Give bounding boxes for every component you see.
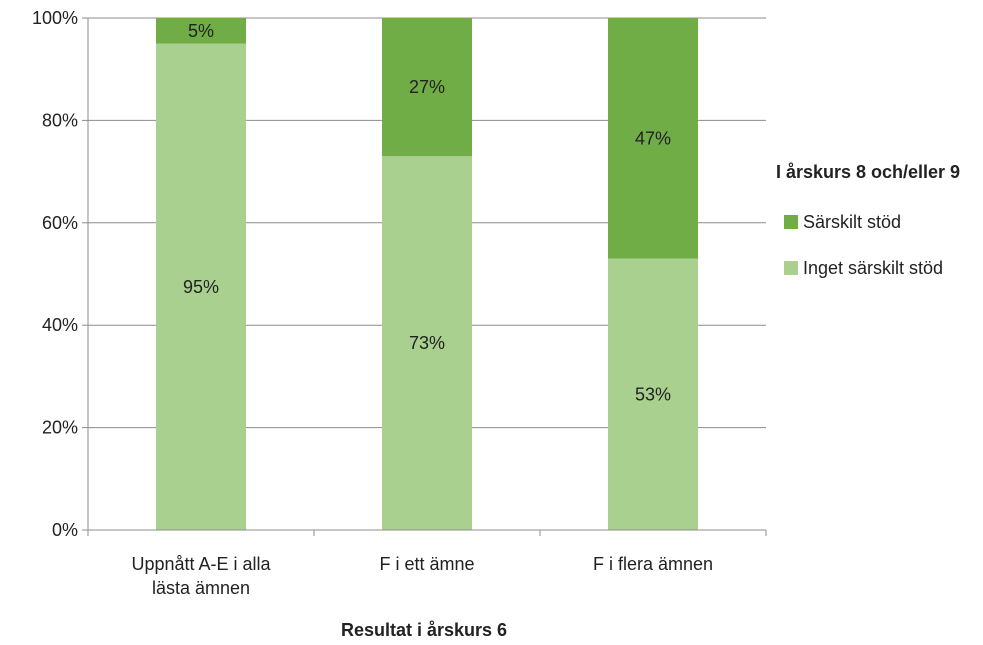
x-tick-label: F i ett ämne [379, 554, 474, 574]
legend: I årskurs 8 och/eller 9 Särskilt stöd Ing… [776, 162, 960, 278]
y-tick-label: 40% [42, 315, 78, 335]
data-label: 47% [635, 128, 671, 148]
data-label: 27% [409, 77, 445, 97]
legend-label: Särskilt stöd [803, 212, 901, 232]
bar-labels: 95% 5% 73% 27% 53% 47% [183, 21, 671, 405]
data-label: 73% [409, 333, 445, 353]
legend-title: I årskurs 8 och/eller 9 [776, 162, 960, 182]
bar-segment [382, 156, 472, 531]
axes: 0% 20% 40% 60% 80% 100% Uppnått A-E i alla läst… [32, 8, 767, 598]
bar-segment [156, 43, 246, 530]
y-tick-label: 100% [32, 8, 78, 28]
y-tick-label: 60% [42, 213, 78, 233]
y-tick-label: 80% [42, 110, 78, 130]
y-tick-label: 20% [42, 418, 78, 438]
bar-segment [608, 258, 698, 530]
x-tick-label: Uppnått A-E i alla [131, 554, 271, 574]
bar-segment [156, 18, 246, 44]
y-tick-label: 0% [52, 520, 78, 540]
x-axis-title: Resultat i årskurs 6 [341, 620, 507, 640]
legend-swatch [784, 261, 798, 275]
data-label: 53% [635, 384, 671, 404]
legend-swatch [784, 215, 798, 229]
x-tick-label: F i flera ämnen [593, 554, 713, 574]
data-label: 95% [183, 277, 219, 297]
x-tick-label: lästa ämnen [152, 578, 250, 598]
legend-label: Inget särskilt stöd [803, 258, 943, 278]
data-label: 5% [188, 21, 214, 41]
bars [156, 18, 698, 531]
bar-segment [608, 18, 698, 259]
bar-segment [382, 18, 472, 157]
